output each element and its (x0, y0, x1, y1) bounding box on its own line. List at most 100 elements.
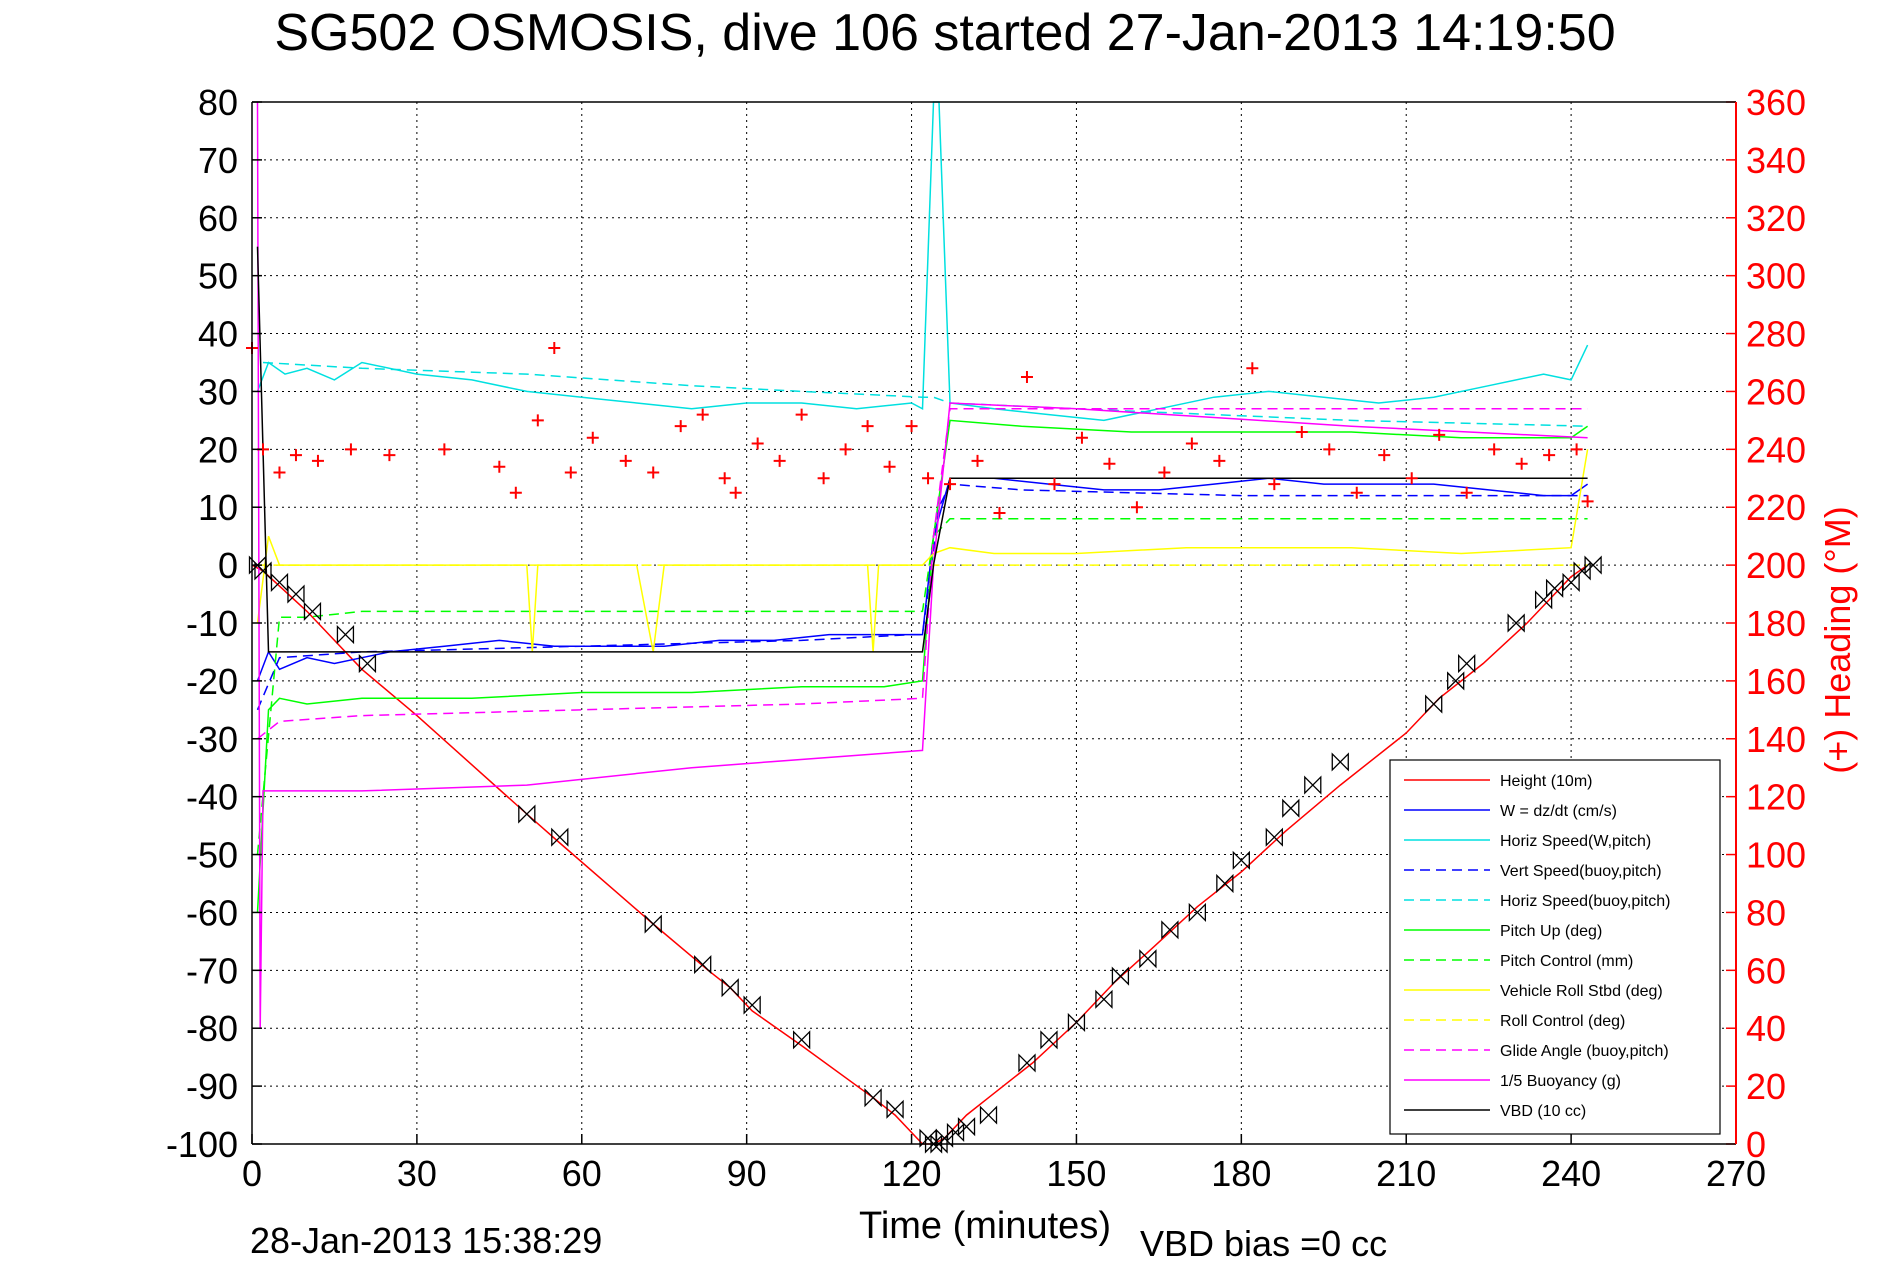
heading-point (1405, 472, 1418, 485)
depth-marker (743, 995, 761, 1015)
heading-point (1323, 443, 1336, 456)
y-tick-label-left: -20 (186, 661, 238, 702)
heading-point (289, 449, 302, 462)
heading-point (1246, 362, 1259, 375)
y-tick-label-left: 10 (198, 487, 238, 528)
legend-label: Pitch Up (deg) (1500, 923, 1602, 940)
legend: Height (10m) W = dz/dt (cm/s) Horiz Speed(… (1389, 759, 1721, 1135)
series-pitch-control-mm- (256, 518, 1588, 855)
legend-label: Vert Speed(buoy,pitch) (1500, 863, 1662, 880)
depth-marker (1232, 850, 1250, 870)
heading-point (839, 443, 852, 456)
depth-marker (1282, 798, 1300, 818)
depth-marker (303, 601, 322, 621)
heading-point (1570, 443, 1583, 456)
heading-point (944, 478, 957, 491)
depth-marker (254, 561, 272, 581)
heading-point (718, 472, 731, 485)
heading-point (1048, 478, 1061, 491)
y-tick-label-right: 100 (1746, 835, 1806, 876)
heading-point (751, 437, 764, 450)
depth-marker (1188, 902, 1207, 923)
heading-point (922, 472, 935, 485)
heading-point (1213, 454, 1226, 467)
x-tick-label: 180 (1211, 1153, 1271, 1194)
y-tick-label-right: 300 (1746, 256, 1806, 297)
heading-point (273, 466, 286, 479)
series-glide-angle-buoy-pitch- (257, 408, 1588, 740)
depth-marker (270, 572, 289, 593)
heading-point (383, 449, 396, 462)
heading-markers (246, 342, 1594, 520)
heading-point (531, 414, 544, 427)
y-tick-label-right: 60 (1746, 950, 1786, 991)
axes: 0 30 60 90 120 150 180 210 240 270 80 70 60 50 40 30 20 1… (166, 82, 1806, 1194)
legend-label: Roll Control (deg) (1500, 1013, 1625, 1030)
y-tick-label-left: -100 (166, 1124, 238, 1165)
depth-marker (864, 1088, 882, 1108)
heading-point (729, 486, 742, 499)
depth-marker (644, 914, 662, 934)
footer-date: 28-Jan-2013 15:38:29 (250, 1220, 602, 1261)
depth-marker (1447, 671, 1465, 691)
heading-point (883, 460, 896, 473)
x-tick-label: 120 (882, 1153, 942, 1194)
heading-point (861, 420, 874, 433)
depth-marker (721, 978, 739, 998)
depth-marker (1139, 949, 1157, 969)
vbd-bias-label: VBD bias =0 cc (1140, 1223, 1387, 1262)
depth-marker (551, 827, 569, 847)
x-tick-label: 90 (727, 1153, 767, 1194)
y-tick-label-right: 320 (1746, 198, 1806, 239)
y-tick-label-right: 140 (1746, 719, 1806, 760)
y-tick-label-left: -40 (186, 777, 238, 818)
y-tick-label-right: 280 (1746, 314, 1806, 355)
heading-point (1378, 449, 1391, 462)
depth-marker (792, 1030, 811, 1050)
y-tick-label-left: -80 (186, 1008, 238, 1049)
x-tick-label: 30 (397, 1153, 437, 1194)
depth-marker (518, 804, 536, 824)
heading-point (1103, 457, 1116, 470)
depth-marker (1111, 966, 1130, 986)
heading-point (548, 342, 561, 355)
heading-point (493, 460, 506, 473)
heading-point (971, 454, 984, 467)
depth-marker (1331, 752, 1349, 772)
y-tick-label-right: 20 (1746, 1066, 1786, 1107)
y-tick-label-left: -70 (186, 950, 238, 991)
x-tick-label: 210 (1376, 1153, 1436, 1194)
series-horiz-speed-buoy-pitch- (262, 361, 1588, 427)
heading-point (344, 443, 357, 456)
heading-point (773, 454, 786, 467)
y-tick-label-right: 120 (1746, 777, 1806, 818)
legend-label: W = dz/dt (cm/s) (1500, 803, 1617, 820)
depth-marker (1425, 694, 1443, 714)
depth-marker (287, 584, 305, 604)
heading-point (1158, 466, 1171, 479)
y-tick-label-left: 20 (198, 429, 238, 470)
y-tick-label-left: 60 (198, 198, 238, 239)
series-1-5-buoyancy-g- (256, 101, 1588, 1029)
y-tick-label-right: 360 (1746, 82, 1806, 123)
depth-marker (1458, 653, 1476, 674)
depth-marker (1095, 989, 1113, 1009)
x-tick-label: 240 (1541, 1153, 1601, 1194)
y-tick-label-left: -50 (186, 835, 238, 876)
heading-point (619, 454, 632, 467)
series-vehicle-roll-stbd-deg- (256, 449, 1589, 653)
y-tick-label-left: 50 (198, 256, 238, 297)
x-axis-label: Time (minutes) (859, 1205, 1111, 1247)
heading-point (311, 454, 324, 467)
heading-point (1433, 428, 1446, 441)
legend-label: Pitch Control (mm) (1500, 953, 1633, 970)
y-tick-label-left: 30 (198, 371, 238, 412)
x-tick-label: 150 (1046, 1153, 1106, 1194)
depth-marker (1265, 827, 1283, 847)
x-tick-label: 0 (242, 1153, 262, 1194)
depth-marker (1216, 873, 1234, 894)
legend-label: Vehicle Roll Stbd (deg) (1500, 983, 1663, 1000)
x-tick-label: 270 (1706, 1153, 1766, 1194)
heading-point (438, 443, 451, 456)
